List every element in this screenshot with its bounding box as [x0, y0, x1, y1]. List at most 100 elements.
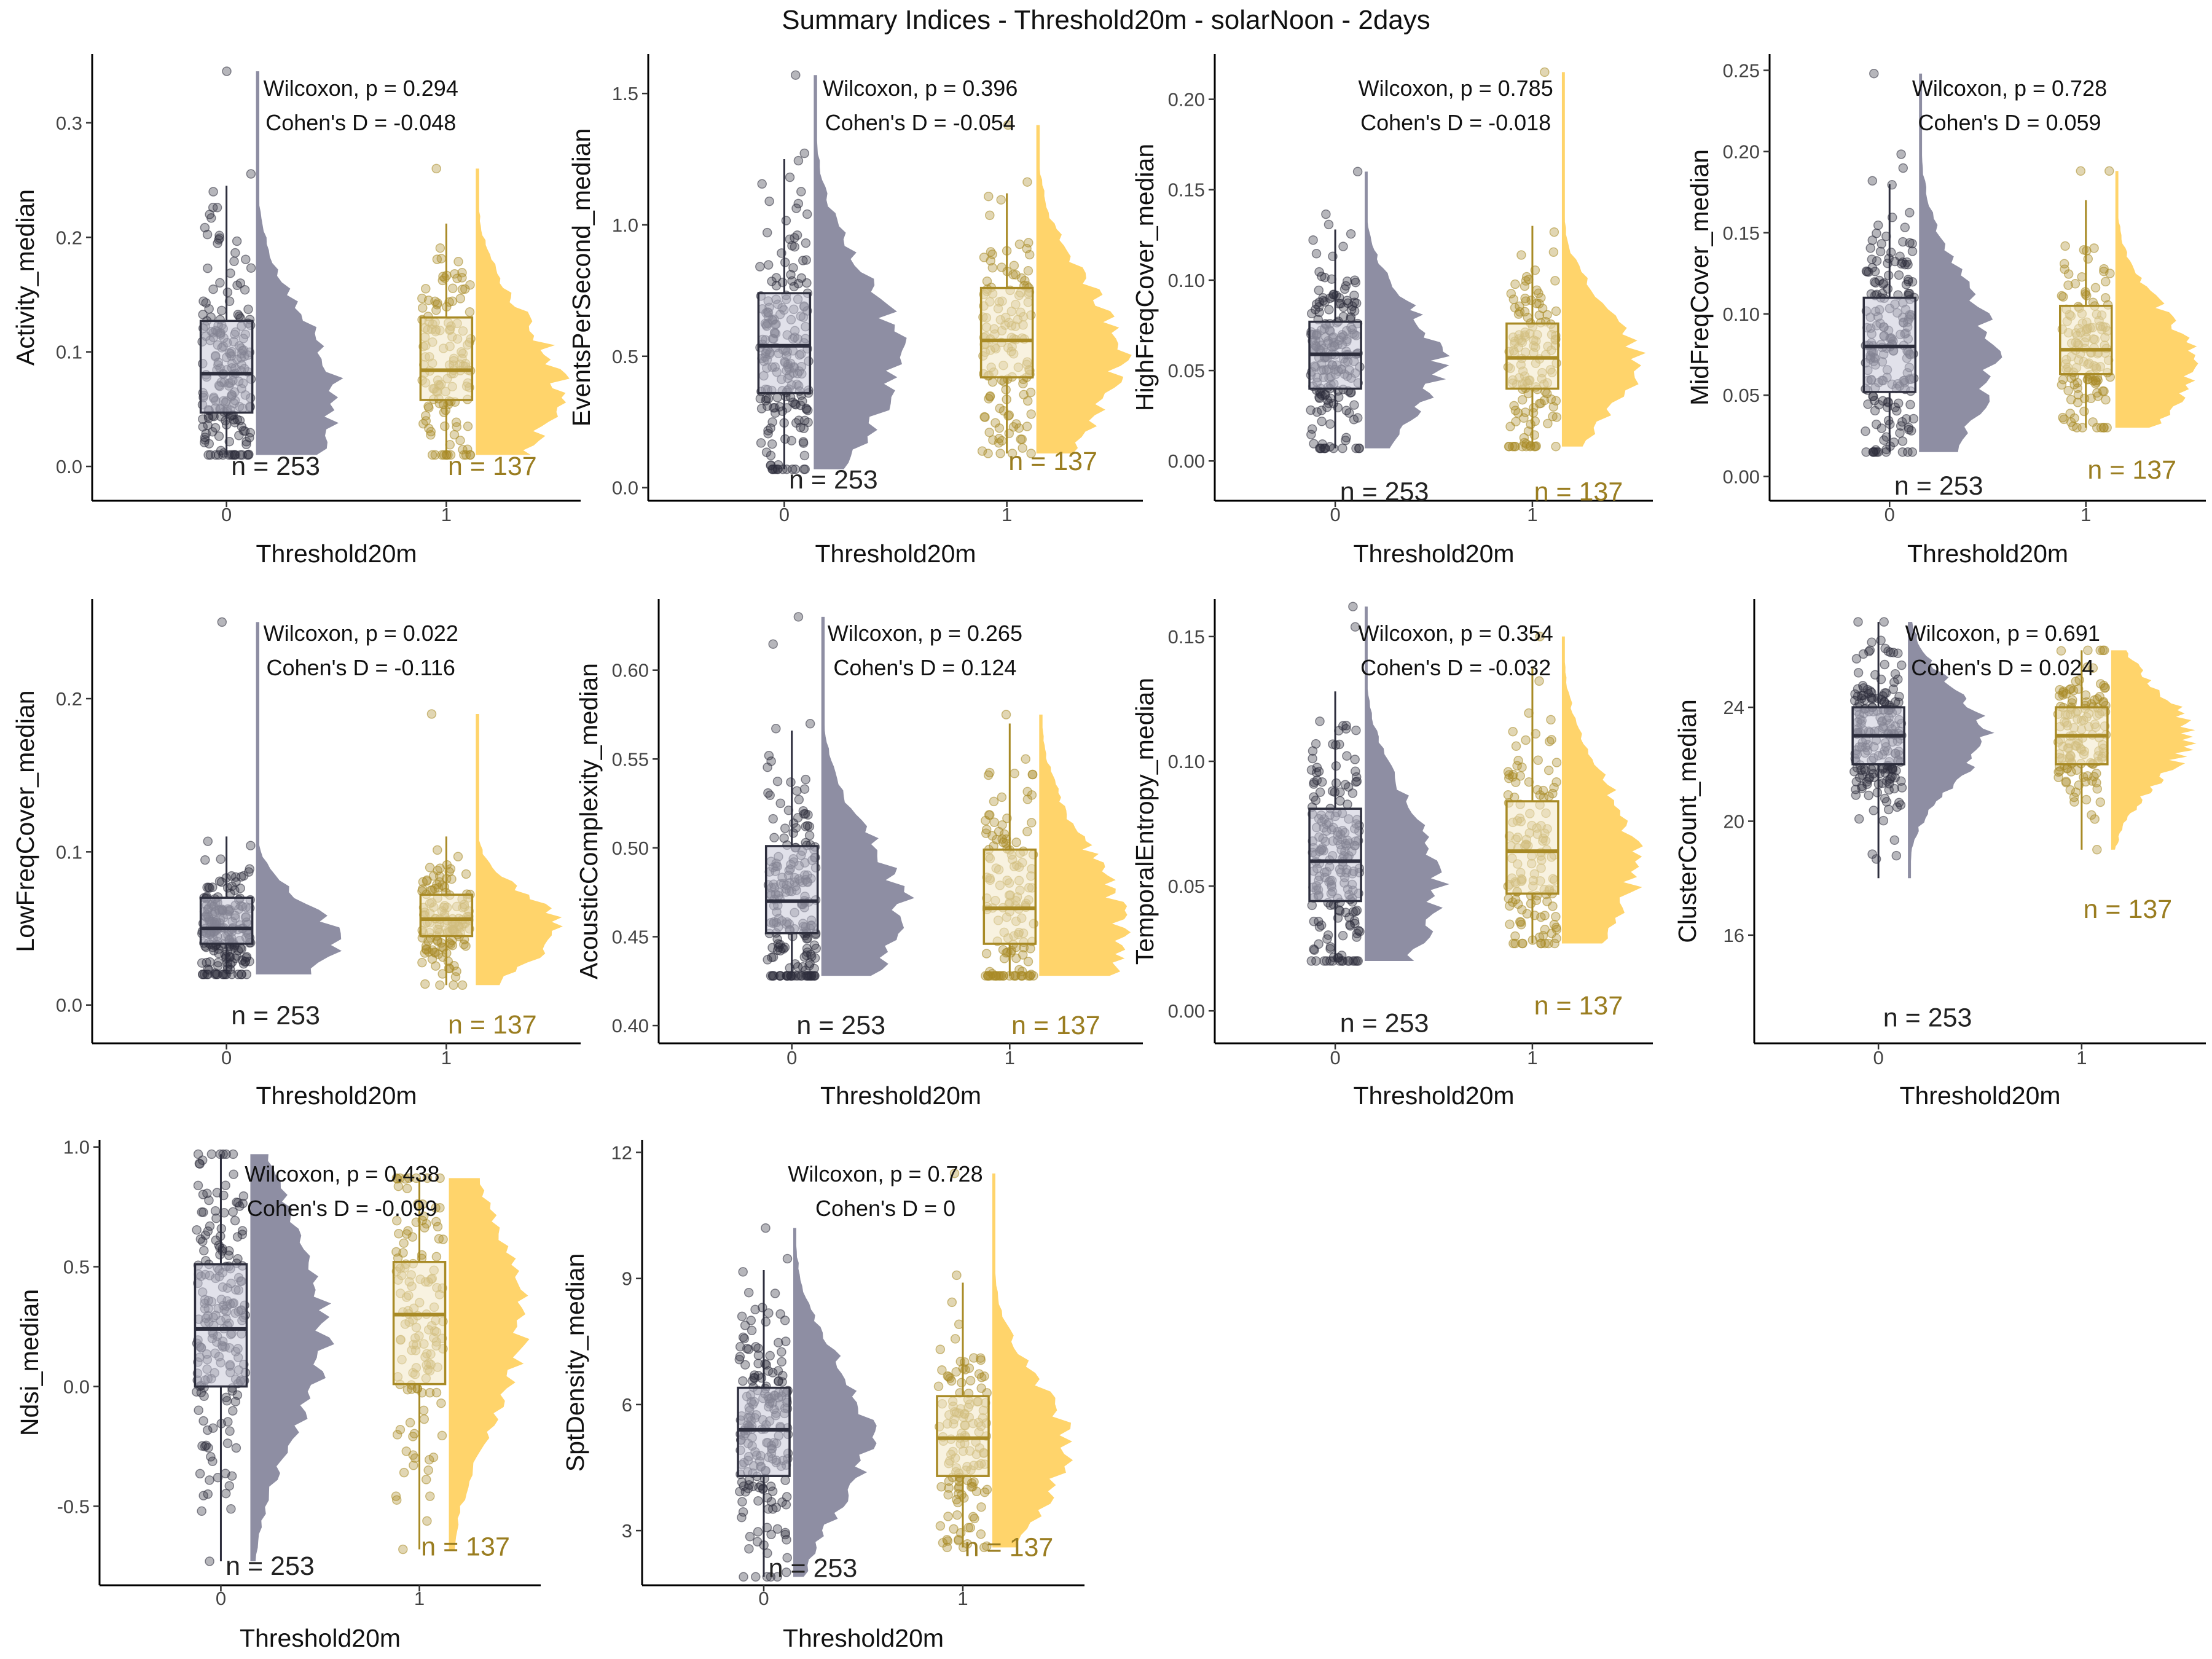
- data-point: [449, 980, 458, 990]
- data-point: [221, 1180, 230, 1190]
- density-cloud: [476, 168, 570, 455]
- data-point: [765, 1351, 775, 1361]
- data-point: [1344, 956, 1354, 966]
- data-point: [421, 1475, 431, 1484]
- x-axis-title: Threshold20m: [820, 1081, 981, 1110]
- data-point: [210, 423, 221, 433]
- box: [982, 849, 1037, 945]
- data-point: [1889, 437, 1899, 447]
- data-point: [1880, 793, 1890, 804]
- cohen-label: Cohen's D = 0.024: [1911, 655, 2094, 680]
- data-point: [1536, 292, 1546, 303]
- data-point: [222, 1396, 232, 1406]
- data-point: [203, 1425, 213, 1435]
- data-point: [1009, 971, 1019, 981]
- data-point: [787, 464, 798, 474]
- data-point: [210, 968, 221, 978]
- n-label: n = 137: [1534, 991, 1623, 1021]
- data-point: [983, 770, 994, 780]
- data-point: [228, 450, 238, 460]
- data-point: [208, 1456, 218, 1467]
- data-point: [781, 216, 791, 226]
- data-point: [799, 784, 810, 794]
- data-point: [1543, 765, 1554, 775]
- data-point: [213, 957, 224, 968]
- data-point: [1880, 659, 1889, 670]
- series-1: n = 137: [1503, 67, 1646, 506]
- data-point: [204, 304, 214, 314]
- data-point: [421, 284, 431, 294]
- y-tick-label: 0.50: [612, 837, 649, 859]
- data-point: [1864, 790, 1873, 801]
- data-point: [1889, 783, 1899, 794]
- data-point: [809, 971, 820, 981]
- x-tick-label: 1: [441, 504, 452, 525]
- data-point: [1523, 312, 1533, 323]
- data-point: [1325, 393, 1336, 404]
- data-point: [753, 1359, 763, 1368]
- data-point: [2101, 394, 2111, 405]
- data-point: [399, 1238, 409, 1248]
- data-point: [805, 719, 815, 729]
- data-point: [1312, 763, 1322, 772]
- data-point: [237, 970, 247, 979]
- data-point: [1529, 430, 1540, 440]
- data-point: [1883, 804, 1894, 815]
- data-point: [2063, 386, 2073, 396]
- data-point: [246, 263, 256, 273]
- data-point: [802, 209, 812, 219]
- data-point: [1350, 275, 1360, 285]
- data-point: [457, 980, 468, 990]
- data-point: [799, 450, 810, 461]
- data-point: [1851, 654, 1862, 664]
- data-point: [757, 179, 767, 189]
- data-point: [202, 882, 212, 893]
- data-point: [1545, 736, 1555, 747]
- data-point: [1870, 278, 1881, 288]
- n-label: n = 253: [1883, 1003, 1972, 1032]
- box: [1505, 800, 1559, 895]
- data-point: [197, 1506, 206, 1516]
- data-point: [1320, 443, 1330, 453]
- chart-panel-9: -0.5 0.0 0.5 1.0 0 1 Threshold20m Ndsi_mediann …: [15, 1137, 541, 1652]
- cohen-label: Cohen's D = -0.032: [1360, 655, 1551, 680]
- data-point: [761, 1317, 771, 1327]
- data-point: [237, 1230, 248, 1239]
- data-point: [427, 450, 437, 460]
- data-point: [465, 450, 476, 460]
- data-point: [208, 284, 218, 294]
- data-point: [242, 450, 253, 460]
- data-point: [2063, 280, 2073, 290]
- x-tick-label: 0: [779, 504, 790, 525]
- wilcoxon-label: Wilcoxon, p = 0.396: [823, 76, 1018, 101]
- data-point: [801, 950, 812, 960]
- data-point: [455, 436, 465, 445]
- data-point: [1863, 399, 1873, 409]
- data-point: [1878, 815, 1889, 826]
- density-cloud: [814, 75, 907, 469]
- data-point: [425, 863, 435, 873]
- data-point: [2100, 293, 2111, 303]
- data-point: [1548, 247, 1559, 257]
- chart-panel-4: 0.00 0.05 0.10 0.15 0.20 0.25 0 1 Threshold20m Mi…: [1685, 54, 2206, 568]
- data-point: [957, 1378, 967, 1388]
- data-point: [2104, 166, 2114, 176]
- data-point: [435, 243, 445, 253]
- data-point: [433, 845, 442, 855]
- data-point: [1352, 167, 1363, 177]
- box: [419, 316, 474, 401]
- density-cloud: [821, 616, 915, 976]
- n-label: n = 253: [231, 452, 320, 481]
- data-point: [952, 1510, 962, 1520]
- data-point: [222, 1438, 233, 1448]
- data-point: [1508, 726, 1518, 737]
- data-point: [1325, 942, 1336, 952]
- data-point: [1517, 394, 1528, 405]
- data-point: [761, 396, 771, 406]
- x-tick-label: 1: [1002, 504, 1012, 525]
- data-point: [987, 249, 997, 259]
- x-tick-label: 1: [957, 1588, 968, 1609]
- figure-title: Summary Indices - Threshold20m - solarNo…: [782, 5, 1430, 35]
- data-point: [1510, 279, 1520, 289]
- data-point: [1321, 209, 1331, 219]
